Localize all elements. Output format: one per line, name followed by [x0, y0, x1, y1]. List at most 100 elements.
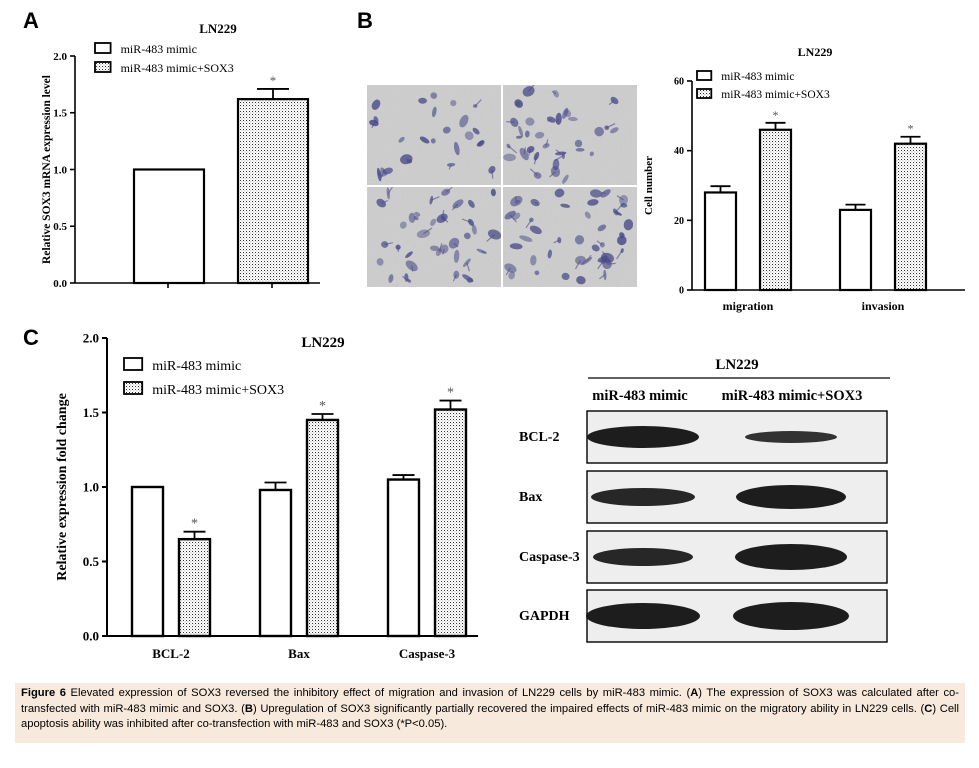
bar: [893, 142, 928, 292]
stained-cell: [388, 274, 394, 283]
wb-band: [736, 485, 846, 509]
y-tick-label: 0.0: [83, 629, 99, 644]
bar: [177, 537, 212, 638]
category-label: migration: [723, 299, 774, 313]
microscopy-images: [367, 82, 637, 287]
stained-cell: [463, 232, 471, 240]
wb-band: [587, 426, 699, 448]
stained-cell: [525, 117, 535, 126]
cell-process: [523, 147, 526, 155]
stained-cell: [430, 138, 436, 144]
stained-cell: [450, 100, 457, 107]
bar: [433, 408, 468, 638]
caption-text-4: ) Cell apoptosis ability was inhibited a…: [21, 702, 960, 731]
category-label: BCL-2: [152, 646, 190, 661]
stained-cell: [574, 139, 583, 148]
cell-process: [547, 119, 552, 122]
y-tick-label: 0: [679, 286, 684, 297]
stained-cell: [519, 235, 533, 242]
bar: [838, 208, 873, 292]
stained-cell: [471, 224, 477, 235]
significance-mark: *: [270, 73, 277, 88]
caption-ref-b: B: [244, 702, 253, 715]
stained-cell: [547, 249, 552, 259]
cell-process: [505, 267, 511, 276]
stained-cell: [587, 199, 599, 206]
bar: [132, 168, 206, 285]
stained-cell: [620, 203, 628, 208]
chart-title: LN229: [199, 21, 237, 36]
cell-process: [506, 121, 515, 123]
cell-process: [596, 240, 603, 246]
cell-process: [533, 156, 538, 165]
wb-band: [586, 603, 700, 629]
wb-column-1: miR-483 mimic: [592, 388, 688, 404]
bar: [305, 418, 340, 638]
cell-process: [616, 250, 623, 260]
chart-c-fold-change: LN229 0.0 0.5 1.0 1.5 2.0 Relative expression …: [55, 331, 478, 661]
cell-process: [387, 185, 394, 194]
stained-cell: [472, 127, 480, 135]
stained-cell: [515, 135, 523, 139]
caption-figure-label: Figure 6: [21, 687, 66, 699]
chart-title: LN229: [798, 45, 833, 59]
cell-process: [486, 234, 495, 242]
stained-cell: [406, 159, 413, 164]
legend-label: miR-483 mimic: [721, 71, 794, 83]
legend-swatch: [94, 61, 112, 73]
cell-process: [474, 99, 482, 107]
cell-process: [448, 164, 452, 170]
stained-cell: [546, 116, 556, 123]
bar: [758, 128, 793, 292]
stained-cell: [562, 107, 569, 119]
y-tick-label: 0.0: [53, 278, 67, 290]
wb-band: [593, 548, 693, 566]
stained-cell: [561, 272, 570, 281]
cell-process: [529, 168, 539, 176]
chart-b-cell-number: LN229 0 20 40 60 Cell number miR-483 mimic miR-…: [643, 45, 965, 313]
panel-label-a: A: [23, 8, 39, 33]
stained-cell: [524, 130, 530, 138]
legend-swatch: [123, 381, 144, 395]
panel-label-c: C: [23, 325, 39, 350]
wb-row-label: Bax: [519, 490, 542, 505]
cell-process: [451, 203, 459, 211]
bar: [703, 191, 738, 292]
stained-cell: [534, 270, 540, 276]
cell-process: [599, 274, 606, 280]
wb-band: [745, 431, 837, 443]
chart-title: LN229: [301, 335, 344, 351]
caption-text-2: ) The expression of SOX3 was calculated …: [21, 687, 959, 715]
y-tick-label: 1.5: [53, 108, 67, 120]
legend-label: miR-483 mimic: [152, 359, 241, 374]
cell-process: [481, 250, 487, 254]
legend-swatch: [696, 88, 713, 99]
cell-process: [461, 218, 472, 223]
stained-cell: [554, 151, 567, 156]
cell-process: [528, 149, 532, 156]
significance-mark: *: [319, 399, 326, 414]
stained-cell: [446, 162, 456, 167]
stained-cell: [510, 117, 519, 127]
panel-label-b: B: [357, 8, 373, 33]
stained-cell: [594, 126, 604, 137]
stained-cell: [600, 189, 611, 198]
stained-cell: [575, 148, 585, 152]
legend-label: miR-483 mimic+SOX3: [121, 61, 234, 75]
legend-label: miR-483 mimic: [121, 42, 197, 56]
category-label: invasion: [862, 299, 905, 313]
cell-process: [601, 251, 608, 259]
cell-process: [466, 262, 470, 272]
stained-cell: [503, 153, 516, 162]
stained-cell: [459, 114, 469, 128]
y-axis-label: Relative expression fold change: [55, 393, 70, 581]
cell-process: [553, 239, 560, 244]
cell-process: [574, 259, 582, 270]
wb-row-label: BCL-2: [519, 430, 559, 445]
transwell-image-grid: [367, 82, 637, 287]
stained-cell: [476, 140, 484, 147]
stained-cell: [382, 167, 393, 175]
stained-cells: [369, 82, 634, 285]
stained-cell: [526, 145, 535, 154]
wb-column-2: miR-483 mimic+SOX3: [722, 388, 863, 404]
